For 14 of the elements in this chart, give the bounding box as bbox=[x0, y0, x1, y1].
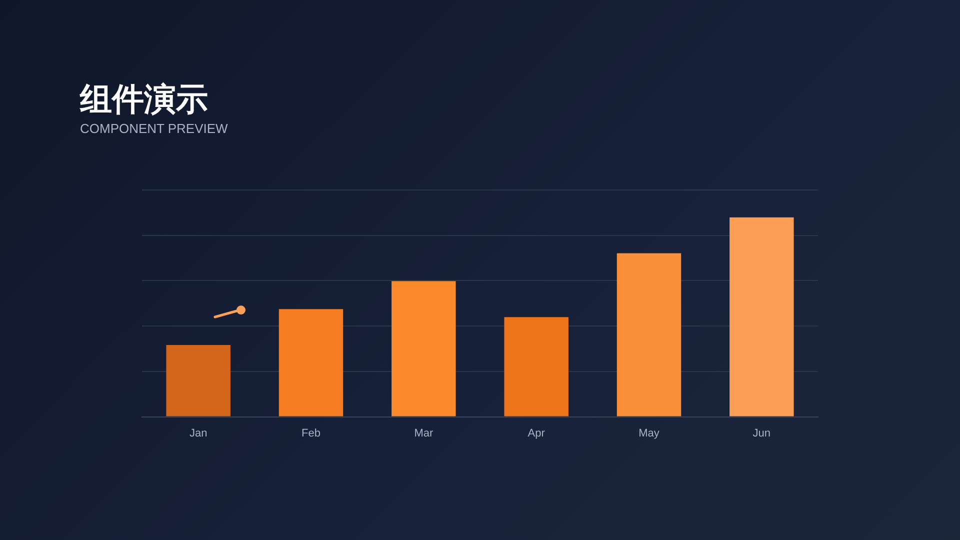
bar bbox=[616, 253, 682, 416]
x-tick-label: Jan bbox=[189, 427, 208, 440]
bar bbox=[504, 317, 568, 416]
bar bbox=[730, 217, 794, 416]
bar bbox=[166, 344, 230, 416]
chart-subtitle: COMPONENT PREVIEW bbox=[80, 121, 228, 136]
x-tick-label: Feb bbox=[302, 427, 320, 440]
x-tick-label: Apr bbox=[528, 427, 546, 440]
x-tick-label: May bbox=[638, 427, 660, 440]
chart-title: 组件演示 bbox=[80, 79, 208, 120]
x-tick-label: Jun bbox=[752, 427, 771, 440]
x-tick-label: Mar bbox=[414, 427, 434, 440]
bar bbox=[392, 281, 456, 416]
bar bbox=[278, 309, 344, 416]
